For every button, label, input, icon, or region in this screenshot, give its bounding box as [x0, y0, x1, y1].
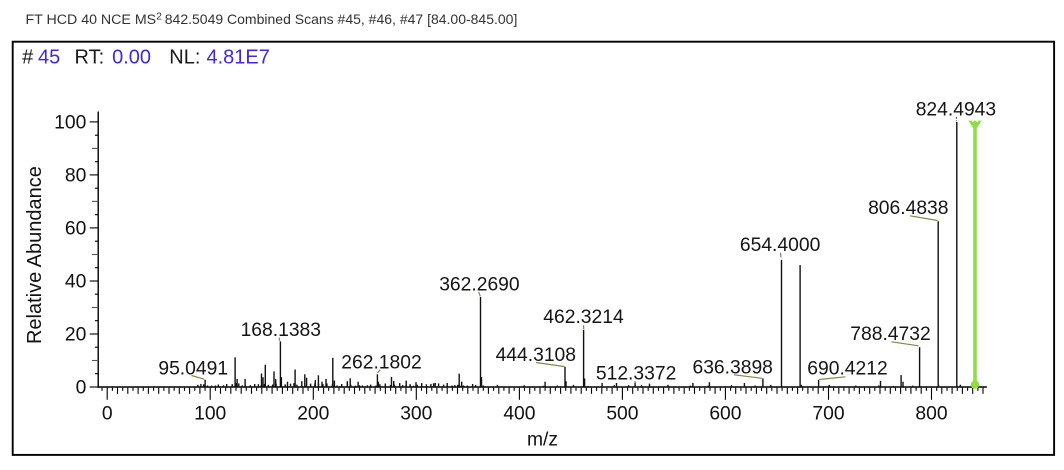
svg-text:0.00: 0.00: [112, 46, 151, 68]
svg-text:636.3898: 636.3898: [692, 358, 772, 379]
svg-text:80: 80: [65, 165, 86, 186]
svg-text:512.3372: 512.3372: [596, 364, 676, 385]
svg-text:20: 20: [65, 325, 86, 346]
svg-text:700: 700: [812, 404, 844, 425]
svg-text:806.4838: 806.4838: [868, 198, 948, 219]
svg-text:824.4943: 824.4943: [916, 99, 996, 120]
svg-text:654.4000: 654.4000: [740, 235, 820, 256]
svg-text:462.3214: 462.3214: [543, 307, 624, 328]
svg-text:#: #: [22, 46, 34, 68]
svg-text:Relative Abundance: Relative Abundance: [24, 166, 46, 344]
svg-text:444.3108: 444.3108: [496, 345, 576, 366]
svg-text:500: 500: [606, 404, 638, 425]
svg-text:200: 200: [297, 404, 329, 425]
svg-text:788.4732: 788.4732: [850, 324, 930, 345]
svg-text:RT:: RT:: [75, 46, 105, 68]
svg-text:40: 40: [65, 272, 86, 293]
svg-text:362.2690: 362.2690: [439, 275, 519, 296]
svg-text:300: 300: [400, 404, 432, 425]
svg-text:100: 100: [194, 404, 226, 425]
svg-text:45: 45: [38, 46, 60, 68]
svg-text:0: 0: [102, 404, 113, 425]
svg-text:600: 600: [709, 404, 741, 425]
svg-text:262.1802: 262.1802: [341, 352, 421, 373]
svg-text:60: 60: [65, 218, 86, 239]
svg-text:400: 400: [503, 404, 535, 425]
svg-text:m/z: m/z: [527, 429, 558, 450]
svg-text:4.81E7: 4.81E7: [207, 46, 270, 68]
svg-text:690.4212: 690.4212: [807, 359, 887, 380]
svg-text:95.0491: 95.0491: [158, 358, 228, 379]
svg-text:FT HCD 40 NCE MS2 842.5049 Com: FT HCD 40 NCE MS2 842.5049 Combined Scan…: [26, 10, 518, 28]
svg-text:NL:: NL:: [169, 46, 200, 68]
svg-text:0: 0: [76, 378, 87, 399]
svg-text:168.1383: 168.1383: [241, 320, 321, 341]
svg-text:100: 100: [54, 112, 86, 133]
svg-text:800: 800: [915, 404, 947, 425]
